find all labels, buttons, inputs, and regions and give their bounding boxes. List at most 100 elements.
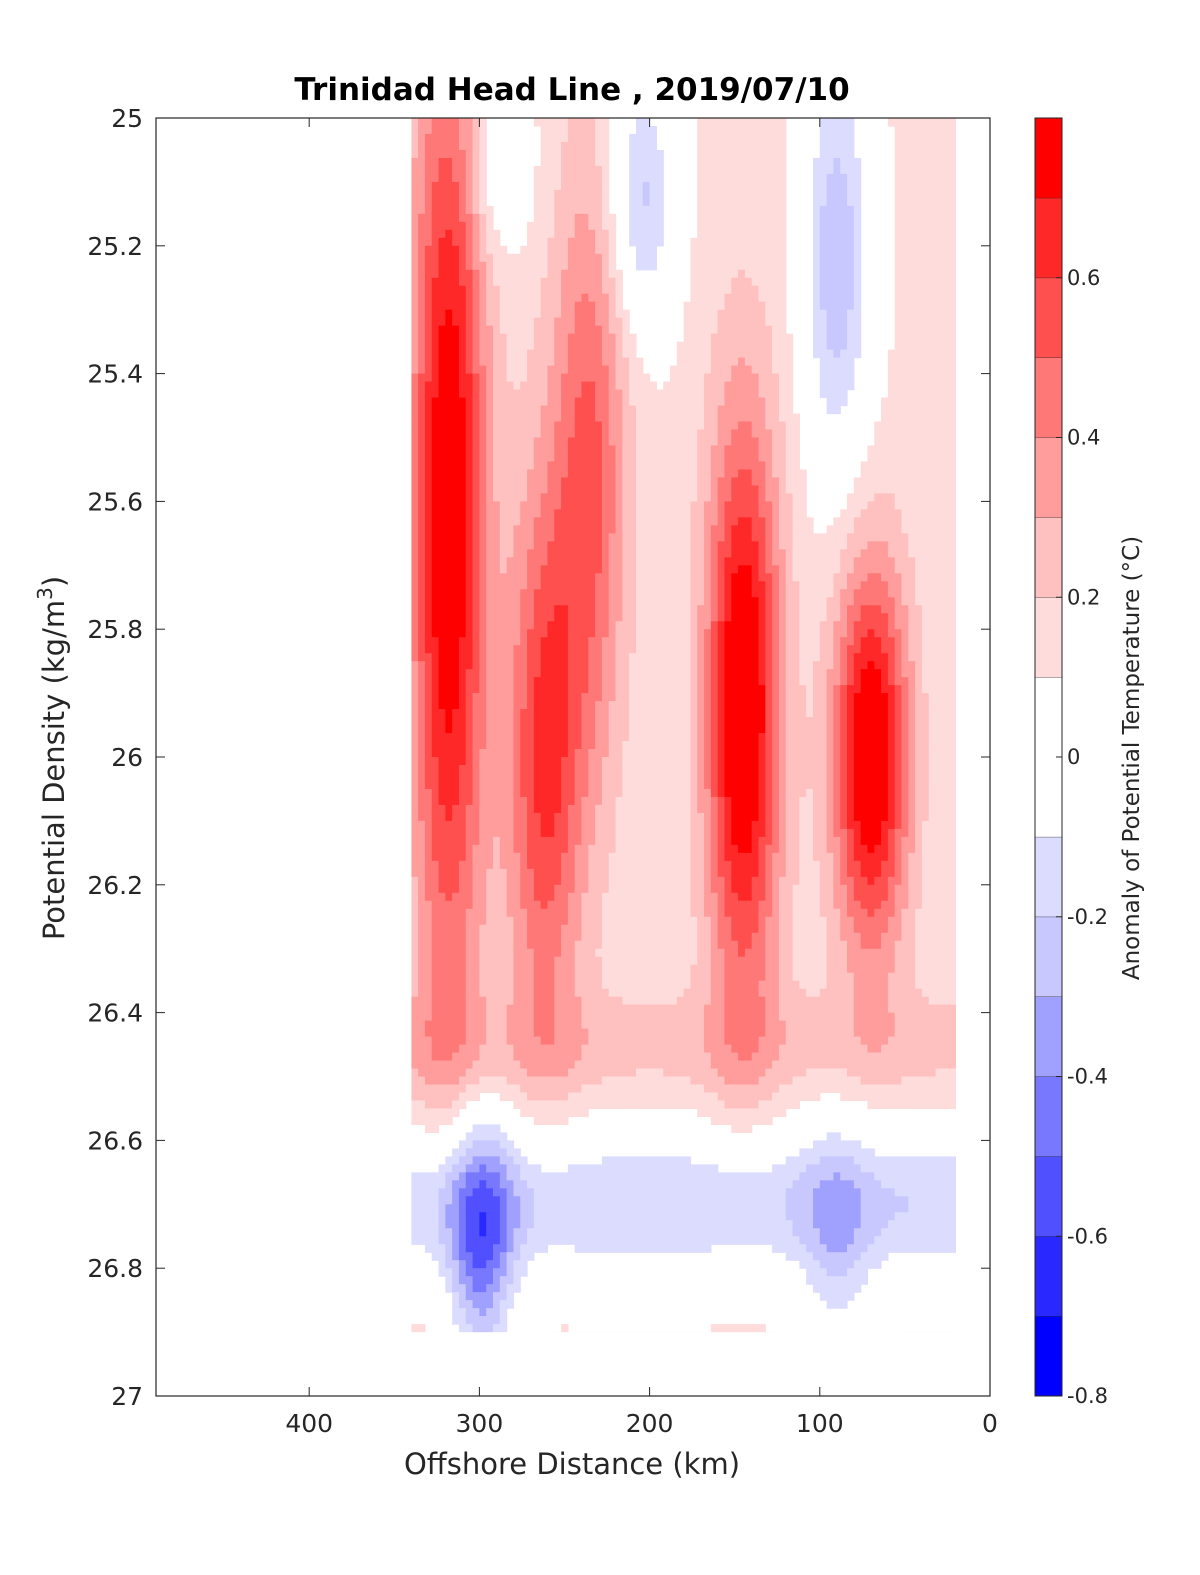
contour-cell [629, 1060, 637, 1070]
contour-cell [438, 1084, 446, 1094]
contour-cell [499, 860, 508, 870]
contour-cell [581, 549, 589, 558]
contour-cell [493, 269, 501, 279]
contour-cell [554, 269, 562, 279]
contour-cell [431, 517, 440, 526]
contour-cell [574, 820, 583, 830]
contour-cell [493, 549, 501, 558]
contour-cell [513, 293, 521, 303]
contour-cell [635, 445, 644, 455]
contour-cell [424, 277, 433, 287]
contour-cell [431, 421, 440, 431]
contour-cell [527, 812, 535, 822]
contour-cell [533, 1020, 542, 1030]
contour-cell [533, 1196, 542, 1205]
contour-cell [567, 964, 576, 974]
contour-cell [411, 828, 419, 838]
contour-cell [567, 1220, 576, 1229]
contour-cell [445, 940, 453, 950]
contour-cell [533, 573, 542, 582]
contour-cell [493, 788, 501, 798]
contour-cell [547, 1196, 555, 1205]
contour-cell [622, 701, 630, 710]
contour-cell [452, 229, 460, 239]
contour-cell [527, 349, 535, 359]
contour-cell [452, 125, 460, 135]
contour-cell [649, 141, 657, 151]
contour-cell [465, 397, 474, 407]
contour-cell [635, 1212, 644, 1221]
contour-cell [554, 772, 562, 782]
contour-cell [499, 1132, 508, 1141]
contour-cell [622, 1220, 630, 1229]
contour-cell [642, 141, 651, 151]
contour-cell [629, 581, 637, 590]
contour-cell [493, 565, 501, 574]
contour-cell [527, 429, 535, 439]
contour-cell [540, 1044, 549, 1054]
contour-cell [629, 757, 637, 766]
contour-cell [554, 900, 562, 910]
contour-cell [520, 780, 528, 790]
contour-cell [649, 788, 657, 798]
contour-cell [513, 988, 521, 998]
contour-cell [649, 828, 657, 838]
contour-cell [472, 285, 480, 295]
contour-cell [608, 988, 617, 998]
contour-cell [608, 1188, 617, 1197]
contour-cell [588, 501, 596, 510]
contour-cell [438, 892, 446, 902]
contour-cell [479, 453, 487, 463]
contour-cell [595, 1188, 603, 1197]
contour-cell [615, 972, 623, 982]
contour-cell [595, 541, 603, 550]
contour-cell [533, 780, 542, 790]
contour-cell [465, 1308, 474, 1317]
contour-cell [601, 884, 610, 894]
contour-cell [513, 301, 521, 311]
contour-cell [458, 1308, 467, 1317]
contour-cell [520, 397, 528, 407]
contour-cell [561, 1228, 569, 1237]
contour-cell [622, 956, 630, 966]
contour-cell [438, 365, 446, 375]
contour-cell [431, 629, 440, 638]
contour-cell [649, 565, 657, 574]
contour-cell [622, 469, 630, 479]
contour-cell [411, 701, 419, 710]
contour-cell [588, 277, 596, 287]
contour-cell [411, 884, 419, 894]
contour-cell [540, 804, 549, 814]
contour-cell [431, 245, 440, 255]
contour-cell [431, 429, 440, 439]
contour-cell [479, 397, 487, 407]
contour-cell [465, 860, 474, 870]
contour-cell [622, 1068, 630, 1078]
contour-cell [513, 804, 521, 814]
contour-cell [424, 772, 433, 782]
contour-cell [452, 1068, 460, 1078]
contour-cell [493, 493, 501, 502]
contour-cell [554, 1116, 562, 1126]
contour-cell [574, 277, 583, 287]
contour-cell [595, 341, 603, 351]
contour-cell [506, 333, 515, 343]
contour-cell [547, 1332, 554, 1341]
contour-cell [458, 1252, 467, 1261]
contour-cell [411, 261, 419, 271]
contour-cell [424, 173, 433, 183]
contour-cell [649, 812, 657, 822]
contour-cell [642, 557, 651, 566]
contour-cell [622, 493, 630, 502]
contour-cell [513, 996, 521, 1006]
contour-cell [520, 788, 528, 798]
contour-cell [465, 669, 474, 678]
contour-cell [540, 437, 549, 447]
contour-cell [472, 1308, 480, 1317]
contour-cell [458, 844, 467, 854]
contour-cell [635, 701, 644, 710]
contour-cell [411, 509, 419, 518]
contour-cell [493, 389, 501, 399]
contour-cell [629, 701, 637, 710]
contour-cell [431, 157, 440, 167]
